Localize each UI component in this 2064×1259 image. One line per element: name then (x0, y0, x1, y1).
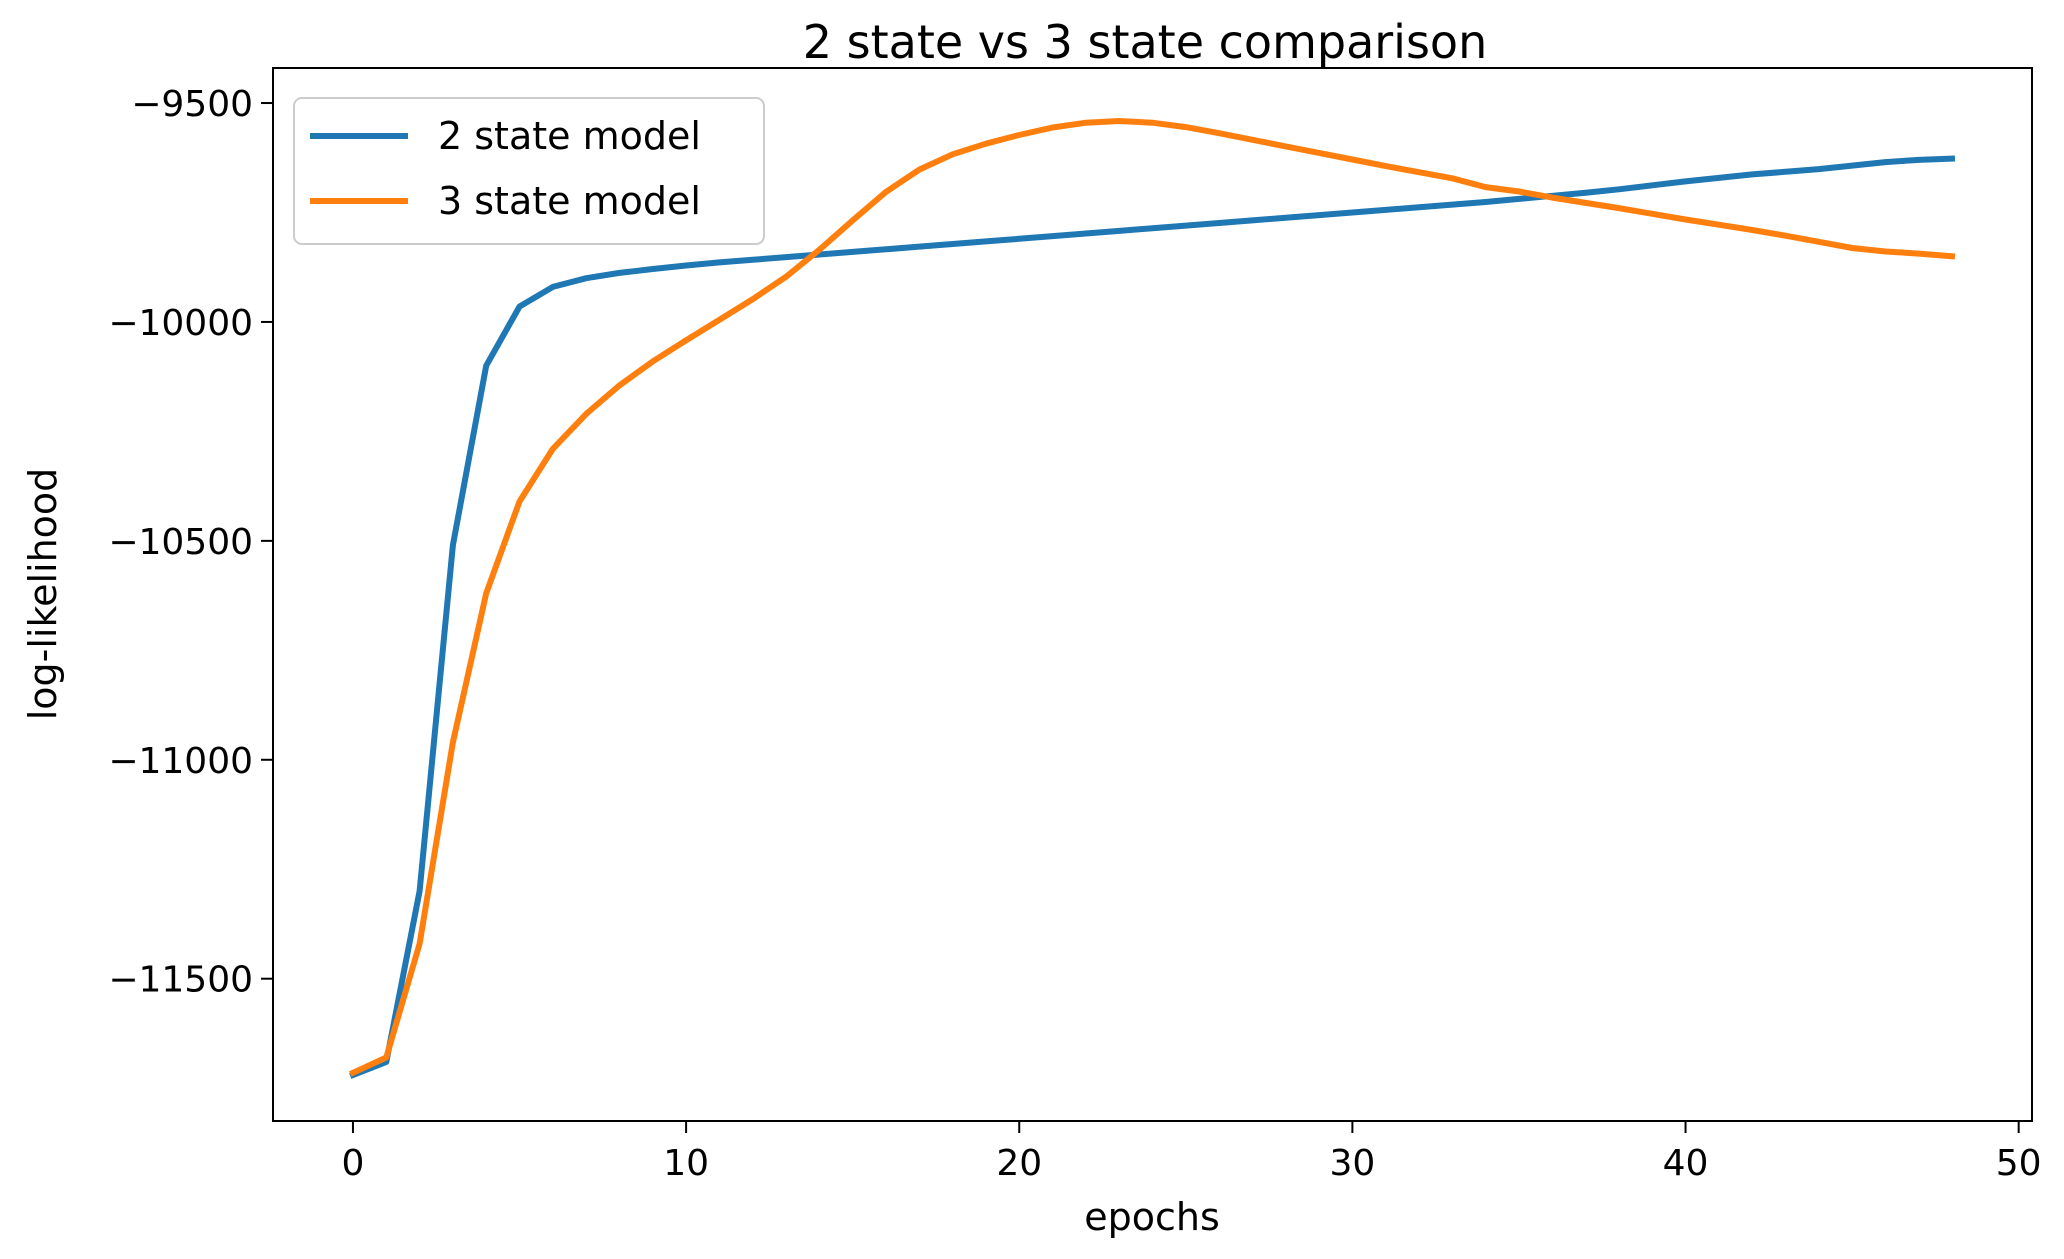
legend-box (293, 97, 765, 245)
y-tick-label: −10000 (108, 303, 253, 344)
y-tick-label: −10500 (108, 522, 253, 563)
series-line-3-state-model (349, 118, 1956, 1077)
x-axis-label: epochs (1084, 1195, 1220, 1239)
legend-label-3-state-model: 3 state model (438, 179, 701, 223)
y-tick-label: −11500 (108, 960, 253, 1001)
chart-title: 2 state vs 3 state comparison (803, 15, 1487, 69)
legend: 2 state model 3 state model (293, 97, 765, 245)
x-tick-label: 10 (663, 1143, 709, 1184)
y-tick-label: −9500 (131, 84, 253, 125)
plot-area-frame (272, 67, 2033, 1122)
series-layer (349, 118, 1956, 1079)
x-tick-label: 20 (996, 1143, 1042, 1184)
y-axis-ticks: −9500 −10000 −10500 −11000 −11500 (108, 84, 273, 1001)
x-axis-ticks: 0 10 20 30 40 50 (342, 1121, 2042, 1184)
y-axis-label: log-likelihood (21, 468, 65, 721)
x-tick-label: 40 (1663, 1143, 1709, 1184)
x-tick-label: 50 (1996, 1143, 2042, 1184)
y-tick-label: −11000 (108, 741, 253, 782)
legend-label-2-state-model: 2 state model (438, 114, 701, 158)
x-tick-label: 0 (342, 1143, 365, 1184)
series-line-2-state-model (349, 155, 1956, 1079)
x-tick-label: 30 (1329, 1143, 1375, 1184)
